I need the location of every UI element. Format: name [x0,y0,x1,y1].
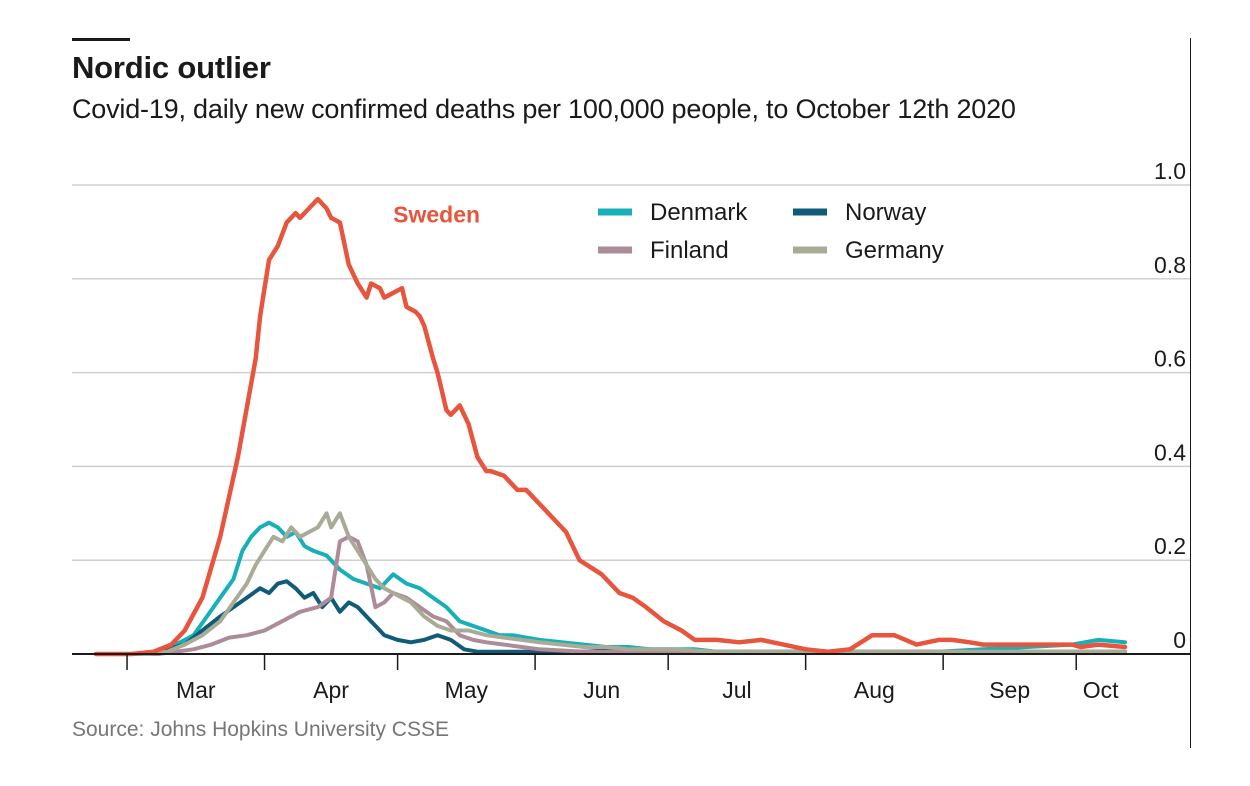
y-tick-label: 0.2 [1154,533,1186,559]
frame-right-rule [1190,38,1191,748]
x-axis: Mar Apr May Jun Jul Aug Sep Oct [72,653,1190,703]
chart-subtitle: Covid-19, daily new confirmed deaths per… [72,94,1016,124]
legend-label: Denmark [650,199,748,226]
y-tick-label: 0.8 [1154,252,1186,278]
legend-label: Germany [845,237,944,264]
x-tick-label: Oct [1083,677,1119,703]
gridlines [72,184,1190,561]
x-tick-label: Jul [722,677,751,703]
title-rule [72,38,130,41]
legend-label: Finland [650,237,729,264]
legend: Denmark Norway Finland Germany [598,199,944,264]
legend-label: Norway [845,199,926,226]
x-tick-label: Sep [989,677,1030,703]
series-line-germany [94,511,1127,656]
y-tick-label: 0.4 [1154,439,1186,465]
annotation-label: Sweden [393,202,480,228]
x-tick-label: Mar [176,677,216,703]
x-tick-label: Jun [583,677,620,703]
series-line-sweden [93,196,1128,657]
y-tick-label: 1.0 [1154,158,1186,184]
series-lines [93,196,1128,657]
x-tick-label: Aug [854,677,895,703]
y-tick-label: 0.6 [1154,346,1186,372]
x-tick-label: May [445,677,489,703]
y-axis-tick-labels: 0 0.2 0.4 0.6 0.8 1.0 [1154,158,1186,653]
chart-title: Nordic outlier [72,50,271,85]
source-note: Source: Johns Hopkins University CSSE [72,718,449,741]
y-tick-label: 0 [1173,627,1186,653]
annotations: Sweden [393,202,480,228]
x-tick-label: Apr [313,677,349,703]
